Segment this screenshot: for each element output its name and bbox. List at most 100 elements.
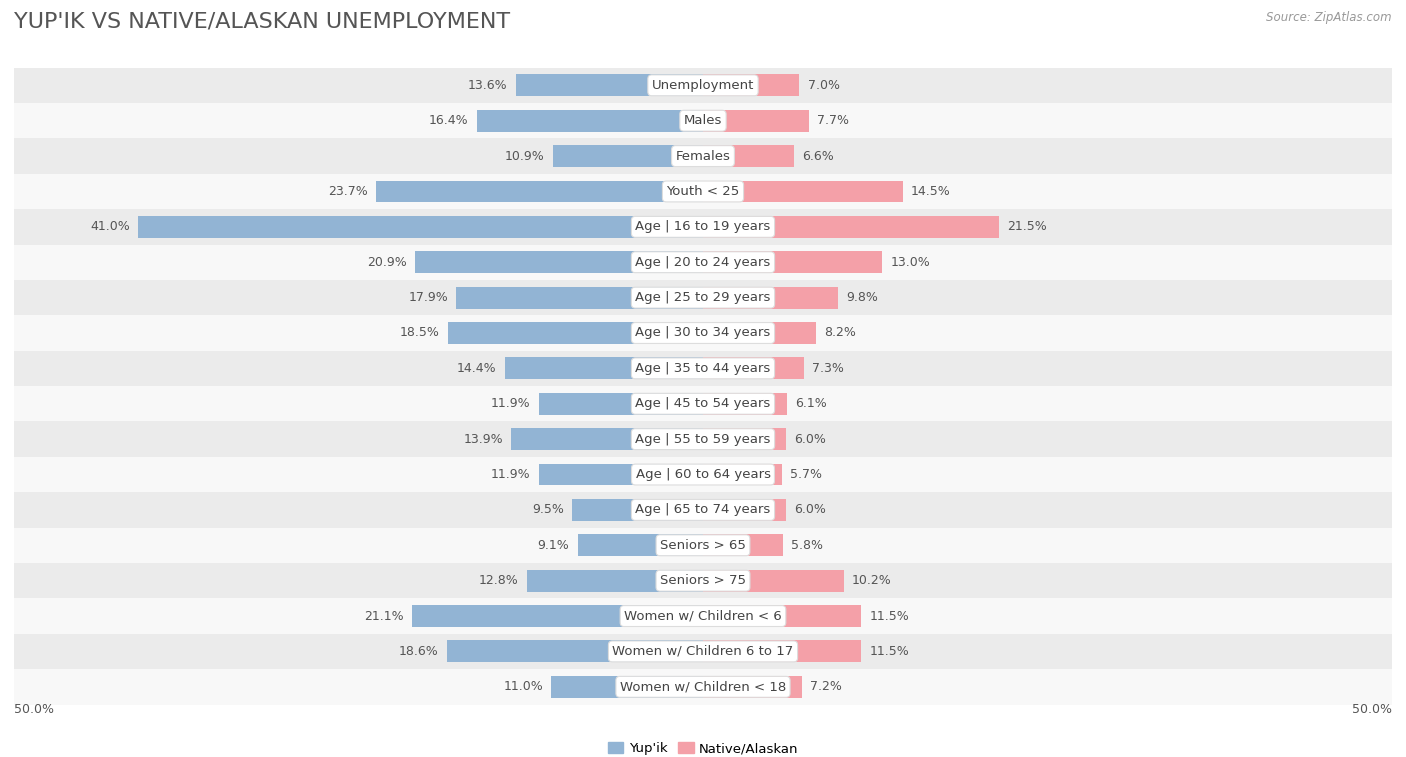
Text: 13.9%: 13.9% <box>464 433 503 446</box>
Text: Youth < 25: Youth < 25 <box>666 185 740 198</box>
Text: 23.7%: 23.7% <box>329 185 368 198</box>
Bar <box>703 605 862 627</box>
Bar <box>14 139 1392 174</box>
Text: 7.7%: 7.7% <box>817 114 849 127</box>
Bar <box>14 492 1392 528</box>
Bar <box>512 428 703 450</box>
Text: Women w/ Children < 18: Women w/ Children < 18 <box>620 681 786 693</box>
Bar <box>703 570 844 592</box>
Text: 5.8%: 5.8% <box>792 539 823 552</box>
Text: Source: ZipAtlas.com: Source: ZipAtlas.com <box>1267 11 1392 24</box>
Text: 6.1%: 6.1% <box>796 397 827 410</box>
Text: Unemployment: Unemployment <box>652 79 754 92</box>
Text: 8.2%: 8.2% <box>824 326 856 339</box>
Legend: Yup'ik, Native/Alaskan: Yup'ik, Native/Alaskan <box>602 737 804 757</box>
Bar <box>703 110 808 132</box>
Text: 9.1%: 9.1% <box>537 539 569 552</box>
Bar <box>14 598 1392 634</box>
Text: 16.4%: 16.4% <box>429 114 468 127</box>
Bar <box>703 74 800 96</box>
Bar <box>415 251 703 273</box>
Text: 7.2%: 7.2% <box>810 681 842 693</box>
Bar <box>14 422 1392 456</box>
Text: Age | 45 to 54 years: Age | 45 to 54 years <box>636 397 770 410</box>
Bar <box>477 110 703 132</box>
Text: 50.0%: 50.0% <box>1353 703 1392 716</box>
Bar <box>703 216 1000 238</box>
Text: 7.0%: 7.0% <box>807 79 839 92</box>
Bar <box>516 74 703 96</box>
Bar <box>457 287 703 309</box>
Bar <box>377 180 703 202</box>
Bar <box>703 180 903 202</box>
Bar <box>14 174 1392 209</box>
Bar <box>703 287 838 309</box>
Bar <box>14 634 1392 669</box>
Text: 13.6%: 13.6% <box>468 79 508 92</box>
Text: 6.0%: 6.0% <box>794 433 825 446</box>
Bar <box>447 640 703 662</box>
Bar <box>538 393 703 415</box>
Bar <box>703 357 804 379</box>
Bar <box>505 357 703 379</box>
Bar <box>703 428 786 450</box>
Text: 12.8%: 12.8% <box>478 574 519 587</box>
Text: 11.5%: 11.5% <box>870 609 910 622</box>
Bar <box>703 676 803 698</box>
Text: Age | 25 to 29 years: Age | 25 to 29 years <box>636 291 770 304</box>
Bar <box>703 640 862 662</box>
Bar <box>551 676 703 698</box>
Text: 10.2%: 10.2% <box>852 574 891 587</box>
Text: Age | 20 to 24 years: Age | 20 to 24 years <box>636 256 770 269</box>
Text: 7.3%: 7.3% <box>811 362 844 375</box>
Text: Seniors > 75: Seniors > 75 <box>659 574 747 587</box>
Bar <box>412 605 703 627</box>
Text: 11.0%: 11.0% <box>503 681 543 693</box>
Text: Age | 35 to 44 years: Age | 35 to 44 years <box>636 362 770 375</box>
Text: 50.0%: 50.0% <box>14 703 53 716</box>
Text: 10.9%: 10.9% <box>505 150 544 163</box>
Bar <box>14 528 1392 563</box>
Text: Females: Females <box>675 150 731 163</box>
Bar <box>578 534 703 556</box>
Text: Women w/ Children < 6: Women w/ Children < 6 <box>624 609 782 622</box>
Text: 9.8%: 9.8% <box>846 291 879 304</box>
Text: 11.9%: 11.9% <box>491 397 531 410</box>
Bar <box>14 350 1392 386</box>
Text: 14.4%: 14.4% <box>457 362 496 375</box>
Bar <box>703 251 882 273</box>
Text: 20.9%: 20.9% <box>367 256 406 269</box>
Text: 18.5%: 18.5% <box>399 326 440 339</box>
Text: 21.1%: 21.1% <box>364 609 404 622</box>
Bar <box>703 145 794 167</box>
Bar <box>14 316 1392 350</box>
Bar <box>14 669 1392 705</box>
Bar <box>703 463 782 485</box>
Bar <box>703 393 787 415</box>
Text: 11.9%: 11.9% <box>491 468 531 481</box>
Text: Age | 60 to 64 years: Age | 60 to 64 years <box>636 468 770 481</box>
Text: 17.9%: 17.9% <box>408 291 449 304</box>
Bar <box>538 463 703 485</box>
Text: YUP'IK VS NATIVE/ALASKAN UNEMPLOYMENT: YUP'IK VS NATIVE/ALASKAN UNEMPLOYMENT <box>14 11 510 31</box>
Text: Seniors > 65: Seniors > 65 <box>659 539 747 552</box>
Bar <box>703 534 783 556</box>
Text: 21.5%: 21.5% <box>1008 220 1047 233</box>
Text: Males: Males <box>683 114 723 127</box>
Bar <box>703 322 815 344</box>
Text: 11.5%: 11.5% <box>870 645 910 658</box>
Bar <box>572 499 703 521</box>
Bar <box>14 563 1392 598</box>
Text: 18.6%: 18.6% <box>399 645 439 658</box>
Bar <box>14 386 1392 422</box>
Text: Age | 16 to 19 years: Age | 16 to 19 years <box>636 220 770 233</box>
Bar <box>553 145 703 167</box>
Bar <box>14 67 1392 103</box>
Text: Age | 65 to 74 years: Age | 65 to 74 years <box>636 503 770 516</box>
Bar <box>14 209 1392 245</box>
Bar <box>14 245 1392 280</box>
Text: 9.5%: 9.5% <box>531 503 564 516</box>
Text: 13.0%: 13.0% <box>890 256 931 269</box>
Text: Age | 30 to 34 years: Age | 30 to 34 years <box>636 326 770 339</box>
Bar <box>449 322 703 344</box>
